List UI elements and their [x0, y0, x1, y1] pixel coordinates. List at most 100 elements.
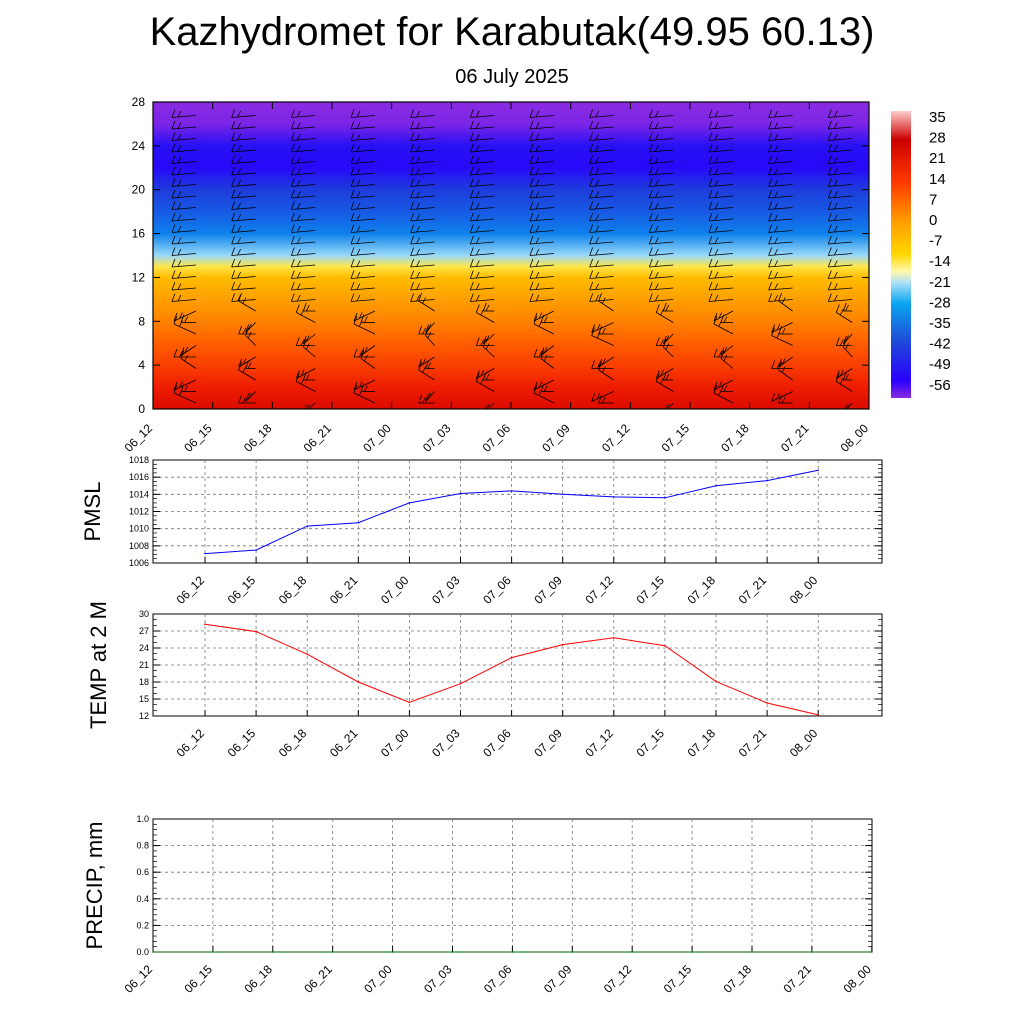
heatmap-xtick-label: 07_03: [420, 421, 454, 455]
temp2m-data-point: [766, 702, 768, 704]
chart-title: Kazhydromet for Karabutak(49.95 60.13): [149, 10, 875, 54]
temp2m-xtick-label: 07_06: [480, 726, 514, 760]
temp2m-data-point: [510, 656, 513, 659]
pmsl-data-point: [664, 496, 666, 499]
wind-barbs: [171, 109, 853, 409]
temp2m-xtick-label: 07_18: [685, 726, 719, 760]
pmsl-data-point: [817, 469, 819, 472]
pmsl-xtick-label: 07_21: [736, 573, 770, 607]
heatmap-xtick-label: 07_12: [599, 421, 633, 455]
temp2m-data-point: [561, 643, 564, 646]
precip-ytick-label: 0.2: [136, 920, 149, 930]
pmsl-data-point: [306, 525, 309, 527]
precip-xtick-label: 06_12: [122, 962, 156, 996]
chart-subtitle: 06 July 2025: [455, 66, 569, 88]
temp2m-xtick-label: 07_21: [736, 726, 770, 760]
temp2m-xtick-label: 07_15: [634, 726, 668, 760]
temp2m-data-point: [306, 653, 309, 656]
temp2m-ytick-label: 12: [139, 711, 149, 721]
pmsl-data-point: [204, 552, 206, 555]
temp2m-data-point: [664, 644, 666, 647]
temp2m-ytick-label: 30: [139, 609, 149, 619]
precip-data-point: [511, 951, 514, 953]
colorbar-label: -49: [929, 356, 951, 373]
pmsl-ytick-label: 1014: [129, 489, 149, 499]
precip-axis-label: PRECIP, mm: [82, 822, 107, 950]
heatmap-ytick-label: 28: [132, 95, 146, 109]
heatmap-xtick-label: 07_21: [778, 421, 812, 455]
pmsl-ytick-label: 1012: [129, 507, 149, 517]
temp2m-xtick-label: 07_09: [531, 726, 565, 760]
temp2m-xtick-label: 07_12: [582, 726, 616, 760]
pmsl-ytick-label: 1008: [129, 541, 149, 551]
pmsl-axis-label: PMSL: [80, 482, 105, 542]
precip-data-point: [691, 951, 693, 953]
colorbar-gradient: [891, 111, 911, 398]
heatmap-ytick-label: 20: [132, 183, 146, 197]
temp2m-data-point: [715, 680, 717, 683]
pmsl-xtick-label: 07_03: [429, 573, 463, 607]
pmsl-xtick-label: 07_06: [480, 573, 514, 607]
heatmap-ytick-label: 4: [138, 358, 145, 372]
precip-data-point: [212, 951, 214, 953]
temp2m-xtick-label: 06_12: [174, 726, 208, 760]
precip-data-point: [272, 951, 274, 953]
heatmap-xtick-label: 07_06: [480, 421, 514, 455]
precip-xtick-label: 07_00: [361, 962, 395, 996]
heatmap-xtick-label: 06_12: [122, 421, 156, 455]
temp2m-ytick-label: 18: [139, 677, 149, 687]
heatmap-ytick-label: 16: [132, 227, 146, 241]
heatmap-ytick-label: 12: [132, 270, 146, 284]
colorbar-label: 7: [929, 191, 937, 208]
pmsl-data-point: [255, 549, 257, 551]
heatmap-ytick-label: 8: [138, 314, 145, 328]
precip-ytick-label: 0.4: [136, 894, 149, 904]
colorbar-label: 28: [929, 130, 946, 147]
precip-data-point: [751, 951, 753, 953]
precip-xtick-label: 07_06: [481, 962, 515, 996]
precip-ytick-label: 0.0: [136, 947, 149, 957]
pmsl-data-point: [510, 490, 513, 492]
colorbar-label: -28: [929, 294, 951, 311]
pmsl-xtick-label: 06_12: [174, 573, 208, 607]
temp2m-ytick-label: 21: [139, 660, 149, 670]
colorbar-label: 14: [929, 171, 946, 188]
pmsl-xtick-label: 06_15: [225, 573, 259, 607]
temp-panel: 12 15 18 21 24 27 30 06_12 06_15 06_18 06_21 07_00 0…: [86, 601, 883, 760]
pmsl-data-point: [459, 492, 462, 495]
precip-panel: 0.0 0.2 0.4 0.6 0.8 1.0 06_12 06_15 06_18 06_21 07…: [82, 814, 874, 996]
pmsl-xtick-label: 07_12: [582, 573, 616, 607]
pmsl-xtick-label: 07_00: [378, 573, 412, 607]
heatmap-field: [153, 102, 869, 409]
precip-ytick-label: 0.8: [136, 841, 149, 851]
precip-xtick-label: 07_15: [661, 962, 695, 996]
temp2m-axis-label: TEMP at 2 M: [86, 601, 111, 729]
colorbar-label: 35: [929, 109, 946, 126]
precip-xtick-label: 06_18: [241, 962, 275, 996]
precip-xtick-label: 08_00: [840, 962, 874, 996]
heatmap-xtick-label: 07_09: [539, 421, 573, 455]
heatmap-xtick-label: 06_18: [241, 421, 275, 455]
temp2m-data-point: [255, 630, 257, 633]
heatmap-xtick-label: 07_00: [360, 421, 394, 455]
precip-xtick-label: 07_21: [781, 962, 815, 996]
pmsl-xtick-label: 06_21: [327, 573, 361, 607]
pmsl-xtick-label: 06_18: [276, 573, 310, 607]
pmsl-xtick-label: 07_15: [634, 573, 668, 607]
precip-data-point: [152, 951, 154, 953]
pmsl-ytick-label: 1010: [129, 524, 149, 534]
temp2m-ytick-label: 27: [139, 626, 149, 636]
temp2m-xtick-label: 07_00: [378, 726, 412, 760]
temp2m-data-point: [204, 623, 206, 625]
colorbar-label: -21: [929, 274, 951, 291]
precip-data-point: [631, 951, 633, 953]
temp2m-data-point: [613, 637, 615, 639]
precip-data-point: [571, 951, 574, 953]
heatmap-panel: 0 4 8 12 16 20 24 28 06_12 06_15 06_18 06_21 07_00 07…: [122, 95, 872, 455]
pmsl-data-point: [357, 521, 360, 524]
pmsl-xtick-label: 07_09: [531, 573, 565, 607]
pmsl-panel: 1006 1008 1010 1012 1014 1016 1018 06_12 06_15 06…: [80, 455, 883, 607]
colorbar-label: -14: [929, 253, 951, 270]
temp2m-xtick-label: 06_18: [276, 726, 310, 760]
